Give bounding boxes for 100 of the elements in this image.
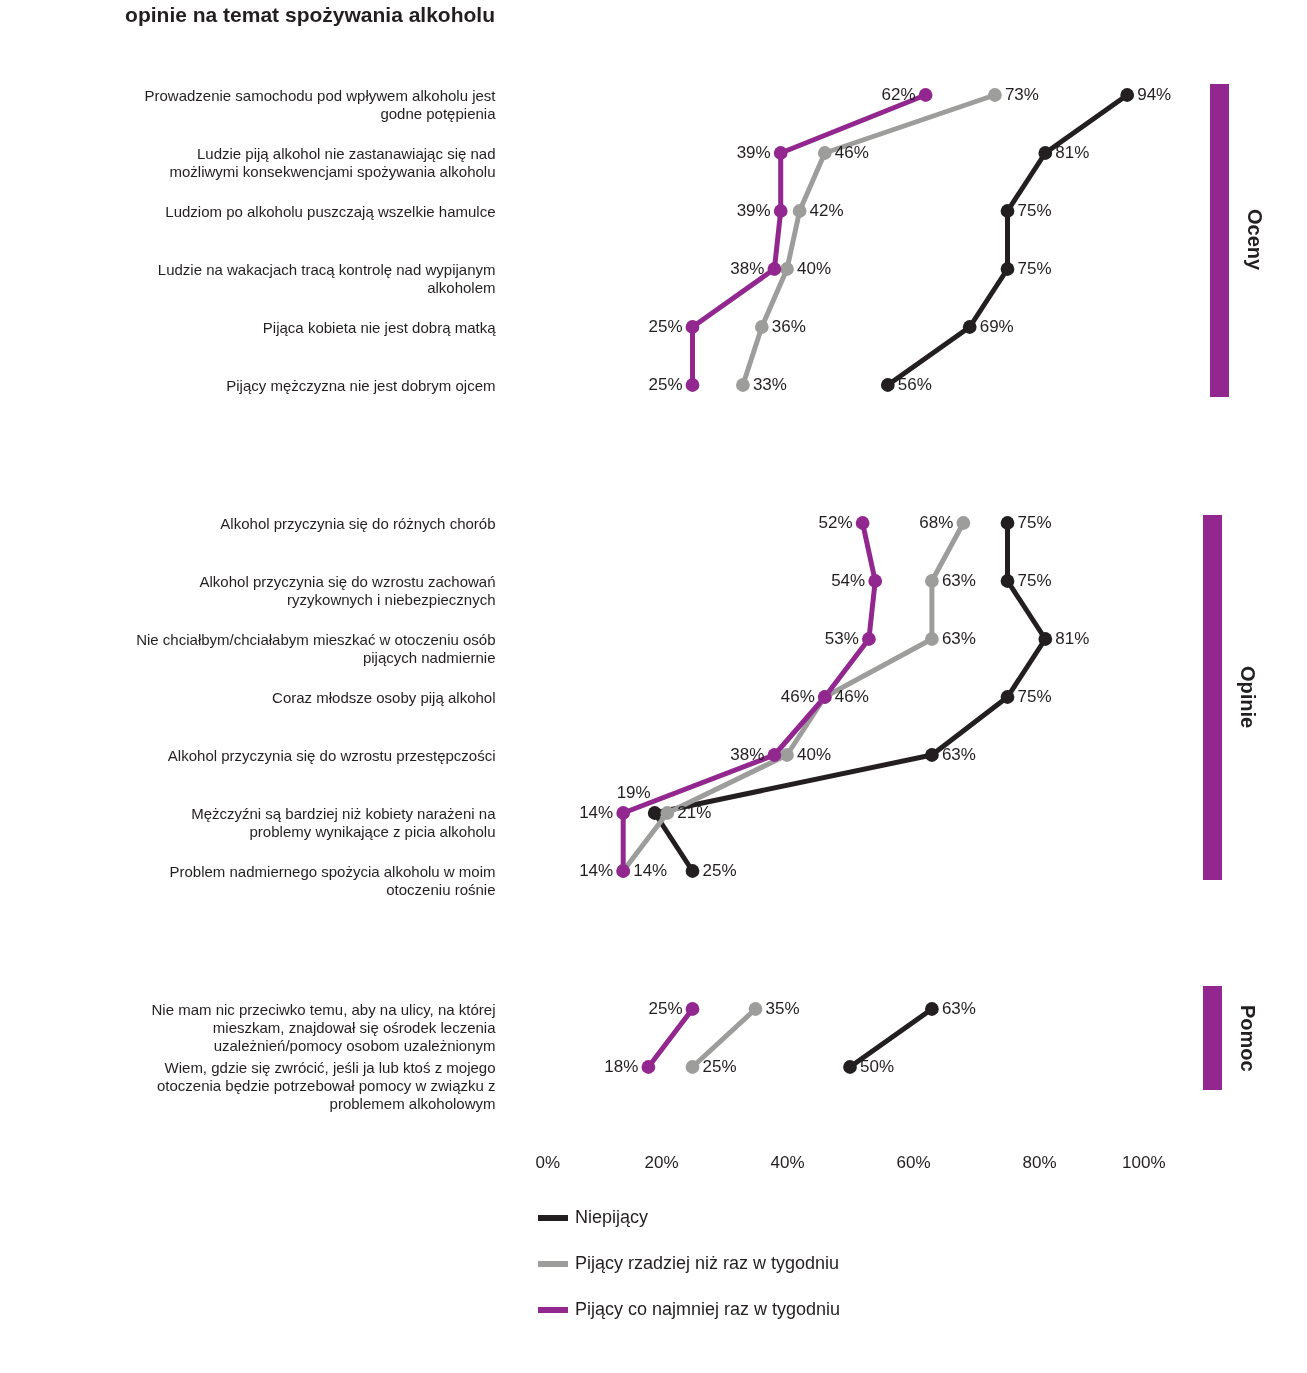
data-label: 75% (1017, 513, 1052, 532)
point (925, 1002, 939, 1016)
data-label: 39% (736, 201, 771, 220)
data-label: 38% (730, 745, 765, 764)
y-tick-label: Ludziom po alkoholu puszczają wszelkie hamulce (165, 202, 496, 220)
data-label: 35% (765, 999, 800, 1018)
data-label: 63% (941, 999, 976, 1018)
data-label: 25% (648, 317, 683, 336)
point (685, 1060, 700, 1074)
point (616, 806, 631, 820)
legend-label: Pijący rzadziej niż raz w tygodniu (575, 1253, 840, 1273)
x-tick-label: 100% (1122, 1152, 1166, 1172)
point (843, 1060, 857, 1074)
point (1000, 574, 1015, 588)
y-tick-label: Prowadzenie samochodu pod wpływem alkoholu jest godne potępienia (144, 86, 497, 122)
point (1120, 88, 1135, 102)
data-label: 94% (1137, 85, 1172, 104)
data-label: 75% (1017, 259, 1052, 278)
point (685, 378, 700, 392)
point (685, 320, 700, 334)
data-label: 75% (1017, 201, 1052, 220)
x-tick-label: 0% (535, 1152, 561, 1172)
point (773, 146, 788, 160)
y-tick-label: Pijący mężczyzna nie jest dobrym ojcem (226, 376, 496, 394)
y-tick-label: Mężczyźni są bardziej niż kobiety narażeni na problemy wynikające z picia alkoholu (191, 804, 497, 840)
data-label: 46% (780, 687, 815, 706)
point (880, 378, 895, 392)
data-label: 46% (834, 687, 869, 706)
data-label: 33% (752, 375, 787, 394)
y2-axis-title: Oceny (1243, 209, 1266, 271)
data-label: 69% (979, 317, 1014, 336)
data-label: 40% (797, 745, 832, 764)
y-tick-label: Ludzie na wakacjach tracą kontrolę nad wypijanym alkoholem (157, 260, 496, 296)
y-tick-label: Pijąca kobieta nie jest dobrą matką (262, 318, 497, 336)
y-tick-label: Wiem, gdzie się zwrócić, jeśli ja lub ktoś z mojego otoczenia będzie potrzebował pomocy w związku z problemem alkoholowym (156, 1058, 496, 1112)
data-label: 25% (702, 1057, 737, 1076)
data-label: 81% (1055, 143, 1090, 162)
point (748, 1002, 763, 1016)
point (918, 88, 933, 102)
point (1000, 262, 1015, 276)
data-label: 81% (1055, 629, 1090, 648)
point (1038, 146, 1053, 160)
data-label: 56% (897, 375, 932, 394)
data-label: 73% (1004, 85, 1039, 104)
y-tick-label: Alkohol przyczynia się do wzrostu przestępczości (167, 746, 496, 764)
data-label: 14% (579, 803, 614, 822)
data-label: 25% (702, 861, 737, 880)
x-tick-label: 80% (1022, 1152, 1057, 1172)
data-label: 54% (831, 571, 866, 590)
point (925, 632, 939, 646)
point (660, 806, 675, 820)
point (767, 262, 782, 276)
y-tick-label: Nie chciałbym/chciałabym mieszkać w otoczeniu osób pijących nadmiernie (136, 630, 496, 666)
data-label: 18% (604, 1057, 639, 1076)
data-label: 36% (771, 317, 806, 336)
data-label: 38% (730, 259, 765, 278)
point (780, 748, 794, 762)
point (685, 864, 700, 878)
y2-axis-title: Opinie (1236, 665, 1259, 729)
data-label: 62% (881, 85, 916, 104)
point (767, 748, 782, 762)
data-label: 50% (860, 1057, 895, 1076)
point (1000, 204, 1015, 218)
data-label: 40% (797, 259, 832, 278)
data-label: 68% (919, 513, 954, 532)
y2-axis-title: Pomoc (1236, 1004, 1259, 1072)
data-label: 63% (941, 629, 976, 648)
y-tick-label: Alkohol przyczynia się do różnych chorób (220, 514, 496, 532)
data-label: 75% (1017, 571, 1052, 590)
data-label: 25% (648, 999, 683, 1018)
data-label: 14% (579, 861, 614, 880)
point (962, 320, 977, 334)
point (862, 632, 876, 646)
data-label: 46% (834, 143, 869, 162)
data-label: 14% (633, 861, 668, 880)
point (1000, 516, 1015, 530)
point (988, 88, 1002, 102)
point (685, 1002, 700, 1016)
y-tick-label: Alkohol przyczynia się do wzrostu zachowań ryzykownych i niebezpiecznych (199, 572, 496, 608)
point (736, 378, 750, 392)
data-label: 63% (941, 571, 976, 590)
y-tick-label: Nie mam nic przeciwko temu, aby na ulicy, na której mieszkam, znajdował się ośrodek leczenia uzależnień/pomocy osobom uzależnionym (151, 1000, 497, 1054)
data-label: 19% (616, 783, 651, 802)
point (780, 262, 794, 276)
y-tick-label: Problem nadmiernego spożycia alkoholu w moim otoczeniu rośnie (169, 862, 496, 898)
point (647, 806, 662, 820)
legend-label: Niepijący (575, 1207, 649, 1227)
x-tick-label: 60% (896, 1152, 931, 1172)
point (925, 574, 939, 588)
data-label: 52% (818, 513, 853, 532)
point (1038, 632, 1053, 646)
point (855, 516, 870, 530)
y-tick-label: Ludzie piją alkohol nie zastanawiając się nad możliwymi konsekwencjami spożywania alkoholu (169, 144, 496, 180)
point (925, 748, 939, 762)
data-label: 63% (941, 745, 976, 764)
point (956, 516, 971, 530)
data-label: 25% (648, 375, 683, 394)
point (773, 204, 788, 218)
text: opinie na temat spożywania alkoholu (125, 3, 495, 26)
data-label: 42% (809, 201, 844, 220)
